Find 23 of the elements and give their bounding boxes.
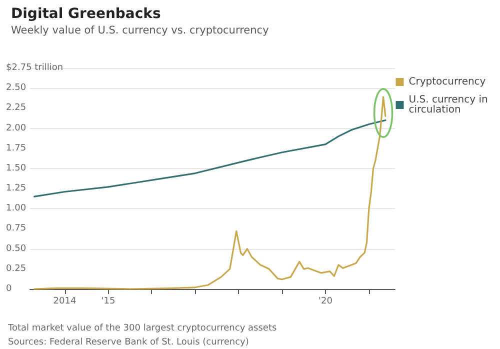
chart-title: Digital Greenbacks xyxy=(11,6,161,22)
y-tick-label: 2.50 xyxy=(6,83,26,94)
y-tick-label: 1.00 xyxy=(6,204,26,214)
x-tick-label: 2014 xyxy=(53,296,76,306)
y-tick-label: 2.25 xyxy=(6,103,26,114)
line-series xyxy=(34,119,386,198)
x-tick-label: '20 xyxy=(318,296,333,306)
y-tick-label: 0.25 xyxy=(6,264,26,274)
y-tick-label: 0.50 xyxy=(6,244,26,254)
line-series xyxy=(34,96,386,290)
y-tick-label: 1.75 xyxy=(6,143,26,154)
chart-subtitle: Weekly value of U.S. currency vs. cryptocurrency xyxy=(11,24,269,36)
y-tick-label: 0.75 xyxy=(6,224,26,234)
text: Total market value of the 300 largest cryptocurrency assets xyxy=(7,324,277,334)
y-tick-label: 1.50 xyxy=(6,163,26,174)
y-tick-label: 0 xyxy=(6,284,12,294)
legend-label: Cryptocurrency xyxy=(408,76,486,88)
source-note: Sources: Federal Reserve Bank of St. Louis (currency) xyxy=(8,338,249,348)
y-tick-label: 2.00 xyxy=(6,123,26,134)
legend-label: U.S. currency in circulation xyxy=(408,94,492,116)
y-tick-label: 1.25 xyxy=(6,184,26,194)
y-tick-label: $2.75 trillion xyxy=(6,63,64,73)
x-tick-label: '15 xyxy=(101,296,116,306)
